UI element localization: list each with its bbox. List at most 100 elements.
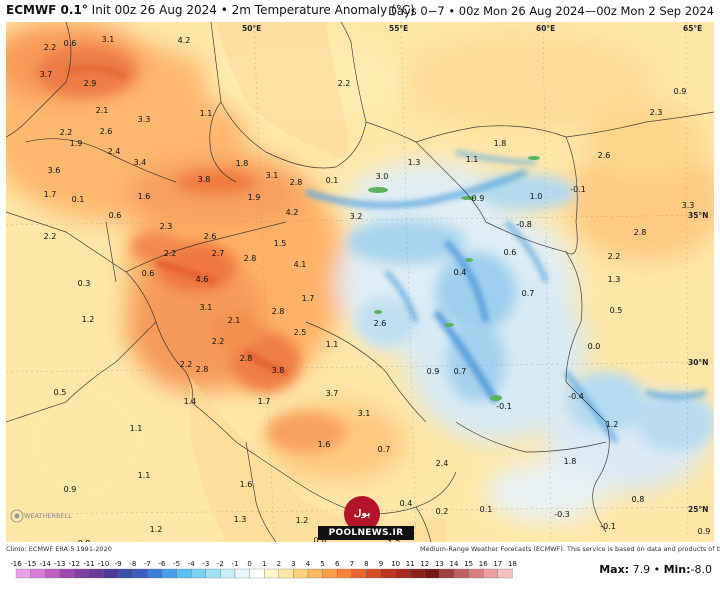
colorbar-swatch bbox=[380, 568, 396, 579]
anomaly-value-label: 2.2 bbox=[212, 337, 225, 346]
anomaly-value-label: 1.2 bbox=[606, 420, 619, 429]
colorbar-tick-label: -2 bbox=[217, 560, 224, 568]
colorbar-swatch bbox=[15, 568, 31, 579]
anomaly-value-label: 2.8 bbox=[244, 254, 257, 263]
anomaly-value-label: 0.1 bbox=[72, 195, 85, 204]
anomaly-value-label: 0.6 bbox=[504, 248, 517, 257]
colorbar-tick-label: -10 bbox=[98, 560, 109, 568]
watermark-text: WEATHERBELL bbox=[24, 512, 72, 520]
colorbar-swatch bbox=[176, 568, 192, 579]
anomaly-value-label: 2.6 bbox=[374, 319, 387, 328]
colorbar: -16 -15 -14 -13 -12 -11 -10 -9 -8 -7 -6 -5 -4 -3 -2 -1 0… bbox=[10, 560, 517, 579]
colorbar-tick-label: 15 bbox=[464, 560, 473, 568]
colorbar-tick-label: 17 bbox=[493, 560, 502, 568]
anomaly-value-label: 2.2 bbox=[180, 360, 193, 369]
anomaly-value-label: 0.1 bbox=[326, 176, 339, 185]
anomaly-value-label: 0.8 bbox=[632, 495, 645, 504]
anomaly-value-label: 3.8 bbox=[198, 175, 211, 184]
colorbar-tick-label: -16 bbox=[10, 560, 22, 568]
colorbar-swatch bbox=[147, 568, 163, 579]
colorbar-swatch bbox=[293, 568, 309, 579]
colorbar-tick-label: 16 bbox=[479, 560, 488, 568]
lon-65-label: 65°E bbox=[683, 24, 702, 33]
anomaly-value-label: 2.2 bbox=[164, 249, 177, 258]
anomaly-value-label: 1.3 bbox=[234, 515, 247, 524]
colorbar-tick-label: 9 bbox=[379, 560, 383, 568]
colorbar-tick-label: -11 bbox=[83, 560, 94, 568]
anomaly-value-label: 2.2 bbox=[44, 43, 57, 52]
colorbar-tick-label: -13 bbox=[54, 560, 65, 568]
anomaly-value-label: 1.8 bbox=[564, 457, 577, 466]
anomaly-value-label: 1.3 bbox=[408, 158, 421, 167]
anomaly-value-label: 0.7 bbox=[454, 367, 467, 376]
colorbar-swatch bbox=[453, 568, 469, 579]
anomaly-value-label: 0.9 bbox=[698, 527, 711, 536]
anomaly-value-label: 3.3 bbox=[138, 115, 151, 124]
colorbar-swatch bbox=[249, 568, 265, 579]
colorbar-swatch bbox=[118, 568, 133, 579]
colorbar-swatches bbox=[15, 568, 513, 579]
anomaly-value-label: 0.5 bbox=[610, 306, 623, 315]
temperature-anomaly-map: 50°E 55°E 60°E 65°E 35°N 30°N 25°N 2.2 0.… bbox=[6, 22, 714, 542]
anomaly-value-labels: 2.2 0.6 3.1 4.2 3.7 2.9 2.1 2.6 3.3 1.1 2.2 1.9 2.4 3… bbox=[40, 35, 711, 542]
data-credit: Medium-Range Weather Forecasts (ECMWF). … bbox=[420, 545, 720, 553]
anomaly-value-label: -0.8 bbox=[516, 220, 532, 229]
colorbar-swatch bbox=[395, 568, 411, 579]
max-min-readout: Max: 7.9 • Min:-8.0 bbox=[599, 563, 712, 576]
lat-30-label: 30°N bbox=[688, 358, 708, 367]
anomaly-value-label: 0.2 bbox=[436, 507, 449, 516]
colorbar-tick-label: 4 bbox=[306, 560, 311, 568]
colorbar-swatch bbox=[220, 568, 236, 579]
anomaly-value-label: 3.1 bbox=[200, 303, 213, 312]
anomaly-value-label: 1.6 bbox=[138, 192, 151, 201]
colorbar-tick-label: 7 bbox=[350, 560, 354, 568]
anomaly-value-label: 3.0 bbox=[376, 172, 389, 181]
anomaly-value-label: 0.5 bbox=[54, 388, 67, 397]
anomaly-value-label: 1.7 bbox=[302, 294, 315, 303]
anomaly-value-label: 4.2 bbox=[178, 36, 191, 45]
anomaly-value-label: 2.8 bbox=[290, 178, 303, 187]
colorbar-tick-label: 3 bbox=[291, 560, 295, 568]
anomaly-value-label: 4.6 bbox=[196, 275, 209, 284]
colorbar-tick-label: 12 bbox=[420, 560, 429, 568]
title-separator: • bbox=[220, 3, 228, 17]
borders bbox=[6, 22, 714, 542]
anomaly-value-label: 2.7 bbox=[212, 249, 225, 258]
colorbar-swatch bbox=[132, 568, 148, 579]
anomaly-value-label: 2.8 bbox=[634, 228, 647, 237]
max-value: 7.9 bbox=[632, 563, 651, 576]
anomaly-value-label: 1.0 bbox=[530, 192, 543, 201]
anomaly-value-label: 0.6 bbox=[109, 211, 122, 220]
anomaly-value-label: 2.6 bbox=[204, 232, 217, 241]
poolnews-logo: پول نیوز POOLNEWS.IR bbox=[318, 496, 414, 555]
anomaly-value-label: 1.2 bbox=[388, 539, 401, 542]
colorbar-tick-label: -6 bbox=[159, 560, 167, 568]
header: ECMWF 0.1° Init 00z 26 Aug 2024 • 2m Tem… bbox=[0, 0, 720, 22]
anomaly-value-label: 0.0 bbox=[588, 342, 601, 351]
colorbar-tick-label: -8 bbox=[129, 560, 136, 568]
map-title: ECMWF 0.1° Init 00z 26 Aug 2024 • 2m Tem… bbox=[6, 3, 415, 17]
sea-areas bbox=[189, 22, 447, 542]
colorbar-tick-label: 5 bbox=[320, 560, 324, 568]
colorbar-swatch bbox=[468, 568, 484, 579]
anomaly-value-label: 1.2 bbox=[150, 525, 163, 534]
colorbar-tick-label: 10 bbox=[391, 560, 400, 568]
anomaly-value-label: 0.6 bbox=[142, 269, 155, 278]
anomaly-value-label: 1.1 bbox=[130, 424, 143, 433]
colorbar-swatch bbox=[497, 568, 513, 579]
anomaly-value-label: 1.1 bbox=[138, 471, 151, 480]
anomaly-value-label: 0.4 bbox=[454, 268, 467, 277]
weatherbell-watermark: WEATHERBELL bbox=[10, 506, 80, 532]
colorbar-swatch bbox=[191, 568, 206, 579]
lat-35-label: 35°N bbox=[688, 211, 708, 220]
max-min-separator: • bbox=[653, 563, 661, 576]
colorbar-swatch bbox=[439, 568, 455, 579]
anomaly-value-label: 3.8 bbox=[272, 366, 285, 375]
colorbar-tick-label: -12 bbox=[69, 560, 80, 568]
climatology-note: Climo: ECMWF ERA-5 1991-2020 bbox=[6, 545, 112, 553]
anomaly-value-label: 1.1 bbox=[326, 340, 339, 349]
anomaly-value-label: 0.3 bbox=[78, 279, 91, 288]
colorbar-swatch bbox=[410, 568, 425, 579]
anomaly-value-label: 1.9 bbox=[70, 139, 83, 148]
anomaly-value-label: 2.2 bbox=[338, 79, 351, 88]
